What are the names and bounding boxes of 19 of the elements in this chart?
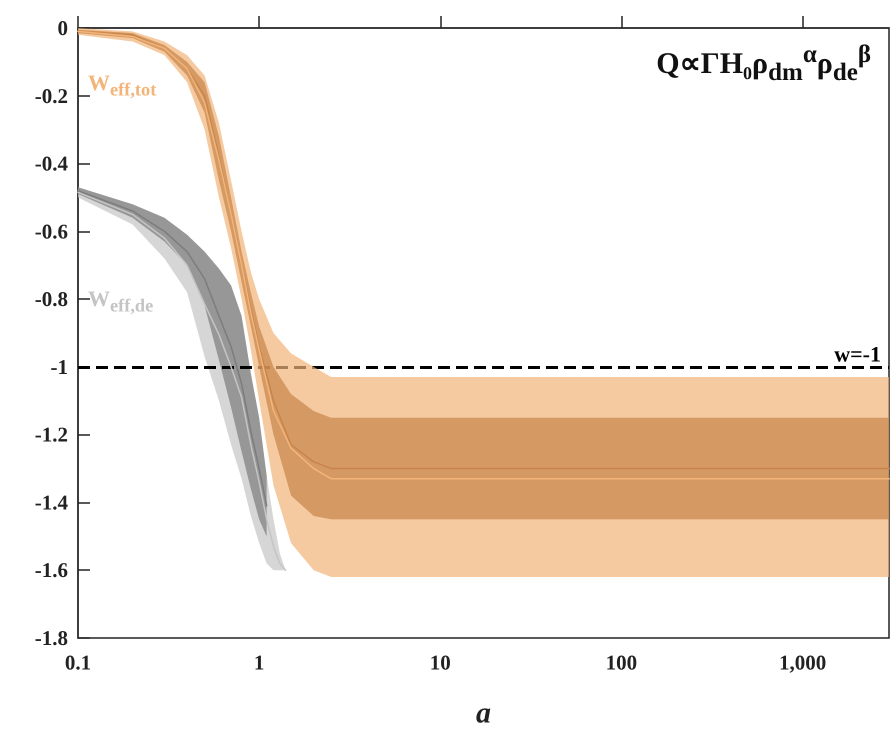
series-label: W$_{eff,de}$ [88, 286, 154, 316]
y-tick-label: -1.4 [34, 490, 68, 514]
y-tick-label: -0.2 [34, 84, 68, 108]
ref-line-label: w=-1 [834, 341, 881, 366]
y-tick-label: -1.8 [34, 626, 68, 650]
series-label: W$_{eff,tot}$ [88, 70, 156, 100]
y-tick-label: 0 [58, 16, 68, 40]
y-tick-label: -0.8 [34, 287, 68, 312]
x-tick-label: 10 [430, 650, 451, 674]
y-tick-label: -0.4 [34, 152, 68, 176]
x-tick-label: 1 [254, 650, 264, 674]
x-tick-label: 0.1 [64, 650, 92, 674]
x-tick-label: 1,000 [778, 650, 826, 674]
x-axis-title: a [476, 696, 491, 730]
x-tick-label: 100 [606, 650, 638, 674]
y-tick-label: -1 [50, 354, 68, 379]
y-tick-label: -1.2 [34, 422, 68, 447]
y-tick-label: -0.6 [34, 219, 68, 244]
y-tick-label: -1.6 [34, 558, 68, 582]
